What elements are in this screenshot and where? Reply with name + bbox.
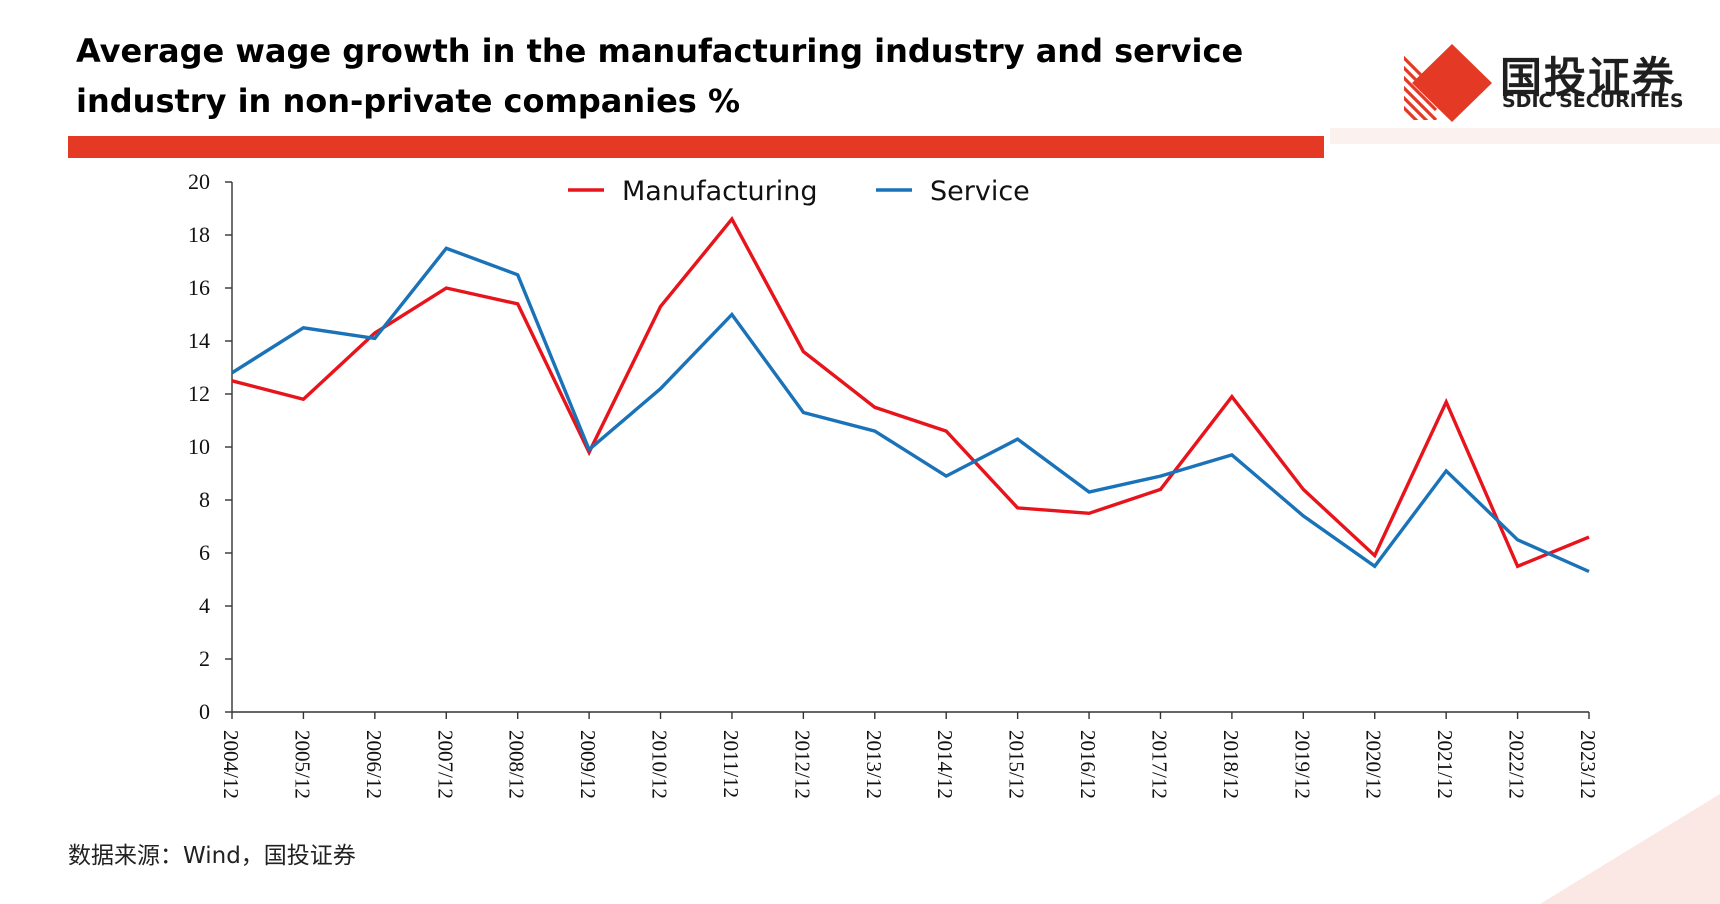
legend-label-service: Service [930,176,1030,207]
x-tick-label: 2018/12 [1219,730,1243,799]
series-line-manufacturing [231,216,1590,569]
x-tick-label: 2012/12 [790,730,814,799]
brand-name-en: SDIC SECURITIES [1502,90,1684,112]
chart-legend: Manufacturing Service [568,176,1030,207]
legend-label-manufacturing: Manufacturing [622,176,818,207]
x-tick-label: 2023/12 [1576,730,1600,799]
x-tick-label: 2017/12 [1147,730,1171,799]
x-tick-label: 2019/12 [1290,730,1314,799]
x-tick-label: 2015/12 [1005,730,1029,799]
y-tick-label: 12 [188,381,210,406]
x-tick-label: 2011/12 [719,730,743,798]
chart-axes: 0 2 4 6 8 10 12 14 16 18 20 2004/12 2005/12 2006/12 20… [188,169,1600,799]
x-tick-label: 2022/12 [1505,730,1529,799]
page-title: Average wage growth in the manufacturing… [76,32,1244,120]
x-tick-label: 2014/12 [933,730,957,799]
header-shade [1330,128,1720,144]
x-tick-label: 2020/12 [1362,730,1386,799]
x-tick-label: 2006/12 [362,730,386,799]
x-tick-label: 2016/12 [1076,730,1100,799]
y-tick-label: 20 [188,169,210,194]
x-tick-label: 2004/12 [219,730,243,799]
y-tick-label: 2 [199,646,210,671]
x-tick-label: 2008/12 [505,730,529,799]
brand-logo: 国投证券 SDIC SECURITIES [1396,40,1696,126]
brand-name-cn: 国投证券 [1500,53,1677,102]
y-tick-label: 6 [199,540,210,565]
y-tick-label: 16 [188,275,210,300]
x-tick-label: 2005/12 [290,730,314,799]
y-tick-label: 10 [188,434,210,459]
y-tick-label: 18 [188,222,210,247]
title-underline-rect [68,136,1324,158]
data-source-note: 数据来源：Wind，国投证券 [68,843,356,869]
x-tick-label: 2007/12 [433,730,457,799]
y-tick-label: 8 [199,487,210,512]
red-diamond-stripes-icon [1404,44,1492,122]
x-tick-label: 2013/12 [862,730,886,799]
title-underline-bar [68,136,1324,158]
chart-series [231,216,1590,574]
x-tick-label: 2021/12 [1433,730,1457,799]
y-tick-label: 0 [199,699,210,724]
x-tick-label: 2010/12 [648,730,672,799]
x-tick-label: 2009/12 [576,730,600,799]
y-tick-label: 4 [199,593,210,618]
corner-decoration [1540,794,1720,904]
y-tick-label: 14 [188,328,210,353]
series-line-service [231,246,1590,574]
